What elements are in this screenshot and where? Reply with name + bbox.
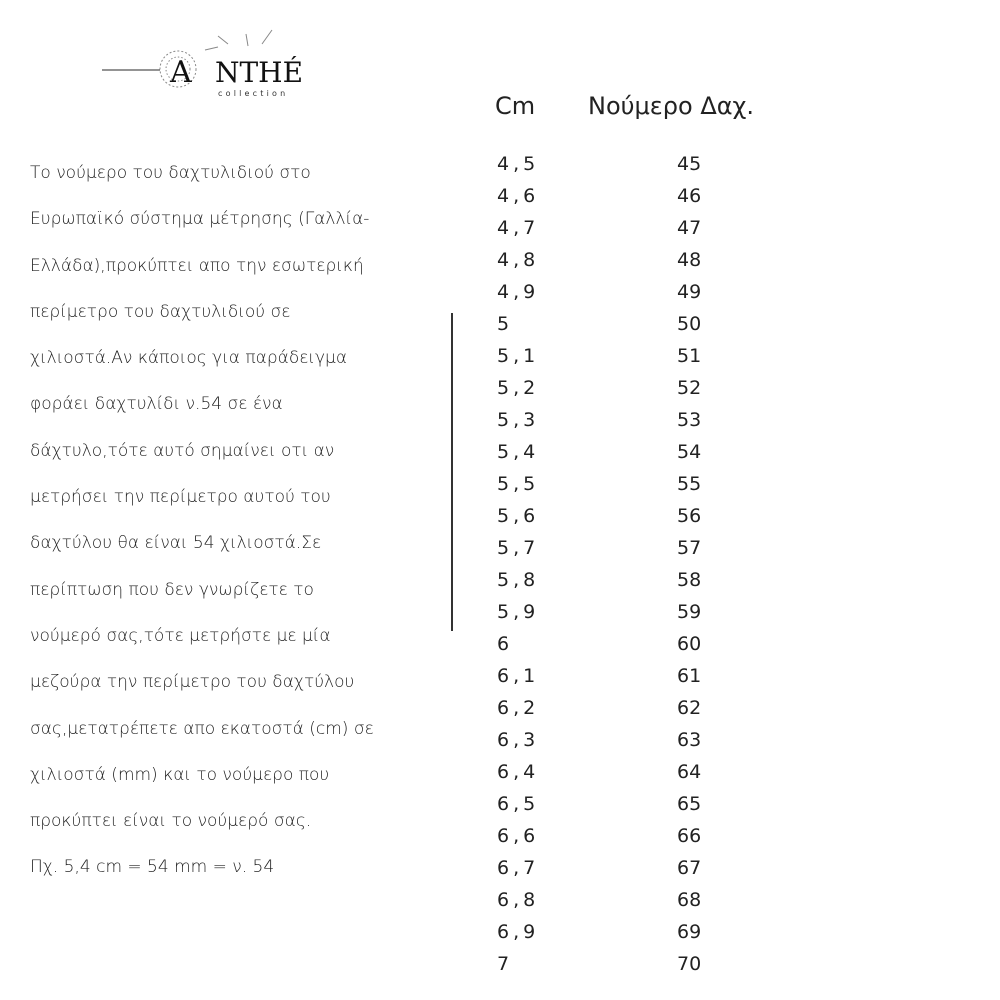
cm-value: 5,4 (497, 441, 540, 463)
ring-size-value: 61 (677, 665, 702, 687)
cm-value: 4,5 (497, 153, 540, 175)
cm-value: 5,2 (497, 377, 540, 399)
cm-value: 6,9 (497, 921, 540, 943)
paragraph-line: δαχτύλου θα είναι 54 χιλιοστά.Σε (30, 533, 322, 554)
cm-value: 6,6 (497, 825, 540, 847)
cm-value: 5,8 (497, 569, 540, 591)
paragraph-line: περίμετρο του δαχτυλιδιού σε (30, 301, 291, 322)
cm-value: 4,8 (497, 249, 540, 271)
ring-size-value: 56 (677, 505, 702, 527)
ring-size-value: 55 (677, 473, 702, 495)
ring-size-value: 52 (677, 377, 702, 399)
cm-value: 5,5 (497, 473, 540, 495)
ring-size-value: 48 (677, 249, 702, 271)
ring-size-value: 62 (677, 697, 702, 719)
paragraph-line: δάχτυλο,τότε αυτό σημαίνει οτι αν (30, 440, 335, 461)
ring-size-value: 65 (677, 793, 702, 815)
paragraph-line: περίπτωση που δεν γνωρίζετε το (30, 579, 314, 600)
cm-column: 4,5 4,6 4,7 4,8 4,9 5 5,1 5,2 5,3 5,4 5,5 5,6 5,7 5,8… (497, 150, 539, 982)
ring-size-value: 64 (677, 761, 702, 783)
header-cm: Cm (495, 92, 536, 120)
paragraph-line: σας,μετατρέπετε απο εκατοστά (cm) σε (30, 718, 374, 739)
ring-size-value: 51 (677, 345, 702, 367)
paragraph-line: χιλιοστά.Αν κάποιος για παράδειγμα (30, 348, 348, 369)
paragraph-line: προκύπτει είναι το νούμερό σας. (30, 811, 312, 832)
paragraph-line: μετρήσει την περίμετρο αυτού του (30, 487, 331, 508)
cm-value: 6,7 (497, 857, 540, 879)
svg-text:A: A (169, 55, 192, 90)
cm-value: 5,9 (497, 601, 540, 623)
cm-value: 6,3 (497, 729, 540, 751)
ring-size-value: 60 (677, 633, 702, 655)
cm-value: 6,1 (497, 665, 540, 687)
ring-size-value: 53 (677, 409, 702, 431)
cm-value: 4,7 (497, 217, 540, 239)
ring-size-value: 49 (677, 281, 702, 303)
anthe-logo: A NTHÉ collection (102, 29, 303, 98)
ring-size-value: 54 (677, 441, 702, 463)
paragraph-line: νούμερό σας,τότε μετρήστε με μία (30, 625, 331, 646)
size-column: 45 46 47 48 49 50 51 52 53 54 55 56 57 58 59 60 61 62 63 64… (677, 150, 701, 982)
paragraph-line: Ευρωπαϊκό σύστημα μέτρησης (Γαλλία- (30, 209, 370, 230)
cm-value: 5,6 (497, 505, 540, 527)
cm-value: 6,5 (497, 793, 540, 815)
paragraph-line: Πχ. 5,4 cm = 54 mm = ν. 54 (30, 857, 275, 878)
cm-value: 6,4 (497, 761, 540, 783)
cm-value: 5,1 (497, 345, 540, 367)
divider-line (451, 313, 453, 631)
ring-size-value: 57 (677, 537, 702, 559)
paragraph-line: Ελλάδα),προκύπτει απο την εσωτερική (30, 255, 364, 276)
cm-value: 7 (497, 953, 514, 975)
cm-value: 4,6 (497, 185, 540, 207)
cm-value: 5,3 (497, 409, 540, 431)
description-paragraph: Το νούμερο του δαχτυλιδιού στο Ευρωπαϊκό … (30, 160, 450, 901)
logo-text: NTHÉ (215, 56, 303, 89)
cm-value: 6 (497, 633, 514, 655)
svg-text:collection: collection (218, 89, 288, 98)
ring-size-value: 67 (677, 857, 702, 879)
paragraph-line: Το νούμερο του δαχτυλιδιού στο (30, 163, 311, 183)
ring-size-value: 70 (677, 953, 702, 975)
cm-value: 5,7 (497, 537, 540, 559)
ring-size-value: 58 (677, 569, 702, 591)
ring-size-value: 63 (677, 729, 702, 751)
cm-value: 4,9 (497, 281, 540, 303)
ring-size-value: 69 (677, 921, 702, 943)
ring-size-value: 68 (677, 889, 702, 911)
cm-value: 6,8 (497, 889, 540, 911)
ring-size-value: 45 (677, 153, 702, 175)
cm-value: 6,2 (497, 697, 540, 719)
paragraph-line: μεζούρα την περίμετρο του δαχτύλου (30, 672, 355, 693)
paragraph-line: χιλιοστά (mm) και το νούμερο που (30, 764, 330, 785)
header-ring-size: Νούμερο Δαχ. (588, 92, 755, 120)
ring-size-value: 59 (677, 601, 702, 623)
ring-size-value: 66 (677, 825, 702, 847)
paragraph-line: φοράει δαχτυλίδι ν.54 σε ένα (30, 394, 283, 415)
ring-size-value: 47 (677, 217, 702, 239)
cm-value: 5 (497, 313, 514, 335)
ring-size-value: 46 (677, 185, 702, 207)
ring-size-value: 50 (677, 313, 702, 335)
